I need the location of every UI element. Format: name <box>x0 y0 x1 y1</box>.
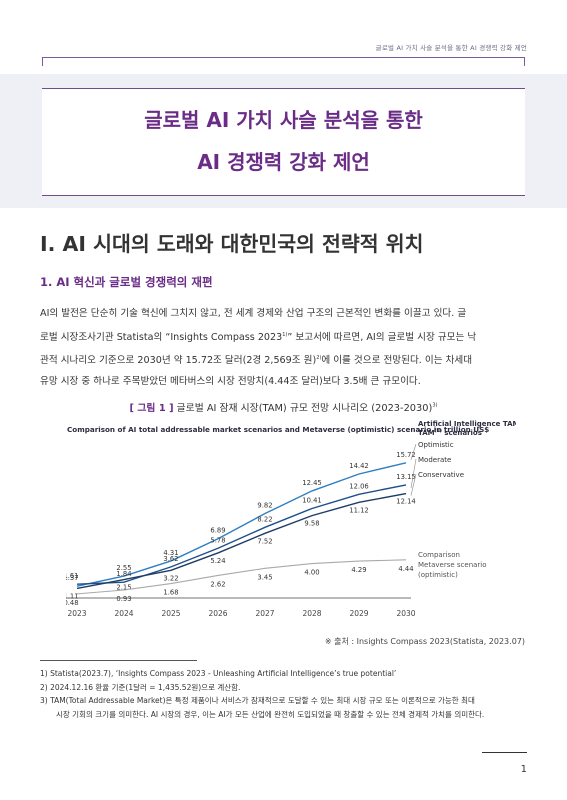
data-label: 12.14 <box>396 498 415 506</box>
legend-connector <box>410 458 417 488</box>
paragraph-line: 관적 시나리오 기준으로 2030년 약 15.72조 달러(2경 2,569조… <box>40 348 528 372</box>
text-run: 에 이를 것으로 전망된다. 이는 차세대 <box>321 355 473 367</box>
data-label: 5.78 <box>210 536 225 544</box>
legend-title-sup: (1) <box>435 428 442 434</box>
data-label: 2.62 <box>210 580 225 588</box>
data-label: 11.12 <box>349 506 368 514</box>
legend-entry-metaverse-line: Metaverse scenario <box>418 561 487 569</box>
paragraph-line: 로벌 시장조사기관 Statista의 “Insights Compass 20… <box>40 325 528 349</box>
legend-entry: Conservative <box>418 471 464 479</box>
data-label: 2.15 <box>116 584 131 592</box>
text-run: 관적 시나리오 기준으로 2030년 약 15.72조 달러(2경 2,569조… <box>40 355 317 367</box>
figure-caption: [ 그림 1 ] 글로벌 AI 잠재 시장(TAM) 규모 전망 시나리오 (2… <box>0 400 567 414</box>
footnote-ref-3: 3) <box>432 402 438 409</box>
legend-entry-metaverse-line: Comparison <box>418 551 460 559</box>
legend-entry: Optimistic <box>418 441 454 449</box>
data-label: 2.55 <box>116 564 131 572</box>
data-label: 13.15 <box>396 473 415 481</box>
paragraph-line: 유망 시장 중 하나로 주목받았던 메타버스의 시장 전망치(4.44조 달러)… <box>40 375 421 387</box>
series-line-2 <box>76 484 407 585</box>
title-line-2: AI 경쟁력 강화 제언 <box>197 150 370 174</box>
figure-source: ※ 출처 : Insights Compass 2023(Statista, 2… <box>324 637 525 646</box>
series-line-4 <box>76 559 407 595</box>
data-label: 6.89 <box>210 527 225 535</box>
legend-entry-metaverse-line: (optimistic) <box>418 571 458 579</box>
data-label: 3.62 <box>163 555 178 563</box>
tam-line-chart: 2023 2024 2025 2026 2027 2028 2029 2030 1.37 2.55… <box>66 420 516 618</box>
x-tick-label: 2025 <box>161 609 180 618</box>
data-label: 10.41 <box>302 496 321 504</box>
x-tick-label: 2026 <box>208 609 227 618</box>
running-header: 글로벌 AI 가치 사슬 분석을 통한 AI 경쟁력 강화 제언 <box>375 44 527 52</box>
data-label: 0.48 <box>66 599 79 607</box>
data-label: 14.42 <box>349 462 368 470</box>
legend-connector <box>410 473 417 496</box>
figure-number: [ 그림 1 ] <box>129 403 174 414</box>
data-label: 1.68 <box>163 589 178 597</box>
data-label: 4.00 <box>304 569 319 577</box>
legend-title-suffix: scenarios <box>442 429 482 437</box>
data-label: 9.58 <box>304 520 319 528</box>
footnotes: 1) Statista(2023.7), ‘Insights Compass 2… <box>40 667 530 721</box>
title-box: 글로벌 AI 가치 사슬 분석을 통한 AI 경쟁력 강화 제언 <box>42 88 525 196</box>
x-tick-label: 2023 <box>67 609 86 618</box>
data-label: 4.31 <box>163 549 178 557</box>
footnote-3-continued: 시장 기회의 크기를 의미한다. AI 시장의 경우, 이는 AI가 모든 산업… <box>56 709 485 719</box>
series-line-1 <box>76 462 407 587</box>
footnote-2: 2) 2024.12.16 환율 기준(1달러 = 1,435.52원)으로 계… <box>40 682 241 692</box>
paragraph-line: AI의 발전은 단순히 기술 혁신에 그치지 않고, 전 세계 경제와 산업 구… <box>40 308 467 319</box>
data-label: 15.72 <box>396 451 415 459</box>
legend-title-line2: TAM(1) scenarios <box>418 428 482 437</box>
text-run: 로벌 시장조사기관 Statista의 “Insights Compass 20… <box>40 331 283 343</box>
x-tick-label: 2029 <box>349 609 368 618</box>
data-label: 7.52 <box>257 537 272 545</box>
x-tick-label: 2030 <box>396 609 415 618</box>
chapter-heading: Ⅰ. AI 시대의 도래와 대한민국의 전략적 위치 <box>40 232 424 256</box>
body-paragraph: AI의 발전은 단순히 기술 혁신에 그치지 않고, 전 세계 경제와 산업 구… <box>40 304 528 392</box>
footnote-ref-1: 1) <box>282 331 288 338</box>
text-run: ” 보고서에 따르면, AI의 글로벌 시장 규모는 낙 <box>287 331 477 343</box>
legend-connector <box>410 443 417 460</box>
data-label: 4.44 <box>398 565 413 573</box>
data-label: 12.45 <box>302 479 321 487</box>
footnote-1: 1) Statista(2023.7), ‘Insights Compass 2… <box>40 669 397 678</box>
footnote-ref-2: 2) <box>316 355 322 362</box>
data-label: 1.11 <box>66 592 79 600</box>
data-label: 12.06 <box>349 482 368 490</box>
data-label: 0.93 <box>116 595 131 603</box>
data-label: 3.45 <box>257 573 272 581</box>
title-line-1: 글로벌 AI 가치 사슬 분석을 통한 <box>144 108 423 132</box>
legend-entry-metaverse: Comparison Metaverse scenario (optimistic) <box>418 551 487 579</box>
page-number: 1 <box>520 764 527 775</box>
data-label: 1.37 <box>66 574 79 582</box>
data-label: 1.84 <box>116 570 131 578</box>
page-number-rule <box>482 752 527 753</box>
data-label: 3.22 <box>163 574 178 582</box>
footnote-rule <box>40 660 197 661</box>
figure-caption-text: 글로벌 AI 잠재 시장(TAM) 규모 전망 시나리오 (2023-2030) <box>176 403 433 414</box>
legend-title: Artificial Intelligence TAM <box>418 420 516 428</box>
legend-entry: Moderate <box>418 456 451 464</box>
data-label: 1.61 <box>66 572 79 580</box>
x-tick-label: 2028 <box>302 609 321 618</box>
footnote-3: 3) TAM(Total Addressable Market)은 특정 제품이… <box>40 696 475 705</box>
data-label: 4.29 <box>351 566 366 574</box>
x-tick-label: 2027 <box>255 609 274 618</box>
data-label: 8.22 <box>257 515 272 523</box>
header-rule <box>42 57 525 66</box>
section-heading: 1. AI 혁신과 글로벌 경쟁력의 재편 <box>40 275 213 289</box>
data-label: 5.24 <box>210 557 225 565</box>
x-tick-label: 2024 <box>114 609 133 618</box>
data-label: 9.82 <box>257 502 272 510</box>
chart-title: Comparison of AI total addressable marke… <box>67 425 490 434</box>
series-line-3 <box>76 492 407 590</box>
